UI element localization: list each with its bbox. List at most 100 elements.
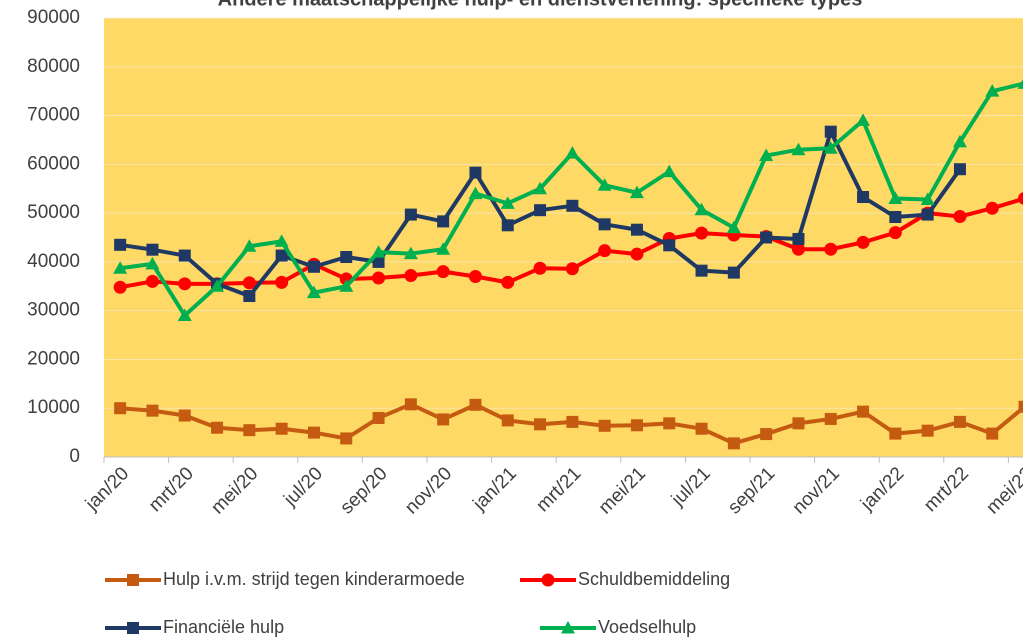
marker — [889, 427, 902, 440]
marker — [856, 235, 870, 249]
x-tick-label: nov/20 — [401, 463, 456, 518]
marker — [371, 245, 386, 258]
marker — [824, 125, 837, 138]
marker — [630, 223, 643, 236]
marker — [437, 215, 450, 228]
marker — [857, 405, 870, 418]
marker — [629, 185, 644, 199]
marker — [436, 242, 451, 255]
marker — [985, 84, 1000, 97]
marker — [178, 409, 191, 422]
marker — [985, 201, 999, 215]
marker — [534, 418, 547, 431]
marker — [372, 255, 385, 268]
marker — [760, 231, 773, 244]
legend-label: Voedselhulp — [598, 617, 696, 637]
y-tick-label: 20000 — [27, 348, 80, 369]
x-tick-label: mrt/22 — [920, 463, 973, 516]
marker — [889, 211, 902, 224]
marker — [888, 226, 902, 240]
marker — [921, 424, 934, 437]
y-tick-label: 90000 — [27, 7, 80, 28]
y-tick-label: 70000 — [27, 105, 80, 126]
marker — [469, 398, 482, 411]
marker — [306, 285, 321, 299]
marker — [695, 264, 708, 277]
marker — [469, 166, 482, 179]
x-tick-label: jan/20 — [81, 463, 133, 515]
marker — [437, 413, 450, 426]
marker — [275, 275, 289, 289]
marker — [501, 219, 514, 232]
marker — [727, 437, 740, 450]
x-tick-label: mei/20 — [207, 463, 262, 518]
marker — [791, 142, 806, 156]
marker — [468, 186, 483, 200]
marker — [986, 427, 999, 440]
x-tick-label: jul/21 — [667, 463, 715, 511]
marker — [598, 218, 611, 231]
marker — [888, 191, 903, 204]
y-tick-label: 40000 — [27, 251, 80, 272]
marker — [339, 279, 354, 292]
marker — [920, 192, 935, 205]
marker — [468, 270, 482, 284]
marker — [243, 424, 256, 437]
marker — [404, 208, 417, 221]
x-tick-label: jul/20 — [279, 463, 327, 511]
marker — [340, 432, 353, 445]
marker — [953, 163, 966, 176]
marker — [1018, 400, 1023, 413]
y-tick-label: 60000 — [27, 153, 80, 174]
marker — [566, 199, 579, 212]
marker — [561, 621, 575, 634]
marker — [824, 242, 838, 256]
legend-label: Financiële hulp — [163, 617, 284, 637]
marker — [501, 414, 514, 427]
marker — [566, 415, 579, 428]
marker — [146, 404, 159, 417]
marker — [127, 622, 139, 634]
marker — [242, 239, 257, 252]
marker — [857, 191, 870, 204]
marker — [630, 419, 643, 432]
marker — [597, 178, 612, 191]
marker — [372, 271, 386, 285]
legend-label: Hulp i.v.m. strijd tegen kinderarmoede — [163, 569, 465, 589]
marker — [953, 415, 966, 428]
marker — [113, 280, 127, 294]
marker — [598, 244, 612, 258]
marker — [145, 274, 159, 288]
marker — [243, 290, 256, 303]
x-tick-label: mrt/21 — [532, 463, 585, 516]
marker — [760, 428, 773, 441]
marker — [178, 249, 191, 262]
marker — [307, 260, 320, 273]
marker — [695, 422, 708, 435]
marker — [663, 417, 676, 430]
marker — [113, 261, 128, 274]
x-tick-label: mei/21 — [595, 463, 650, 518]
marker — [695, 226, 709, 240]
marker — [127, 574, 139, 586]
marker — [146, 243, 159, 256]
marker — [210, 279, 225, 292]
marker — [663, 239, 676, 252]
marker — [178, 277, 192, 291]
marker — [662, 164, 677, 178]
marker — [145, 256, 160, 270]
marker — [114, 402, 127, 415]
marker — [340, 251, 353, 264]
marker — [726, 220, 741, 234]
y-tick-label: 10000 — [27, 397, 80, 418]
marker — [953, 210, 967, 224]
x-tick-label: jan/21 — [469, 463, 521, 515]
marker — [792, 417, 805, 430]
plot-area — [104, 18, 1023, 457]
marker — [211, 421, 224, 434]
marker — [242, 276, 256, 290]
y-tick-label: 30000 — [27, 300, 80, 321]
y-tick-label: 0 — [69, 446, 80, 467]
chart-title: Andere maatschappelijke hulp- en dienstv… — [218, 0, 863, 10]
marker — [727, 266, 740, 279]
